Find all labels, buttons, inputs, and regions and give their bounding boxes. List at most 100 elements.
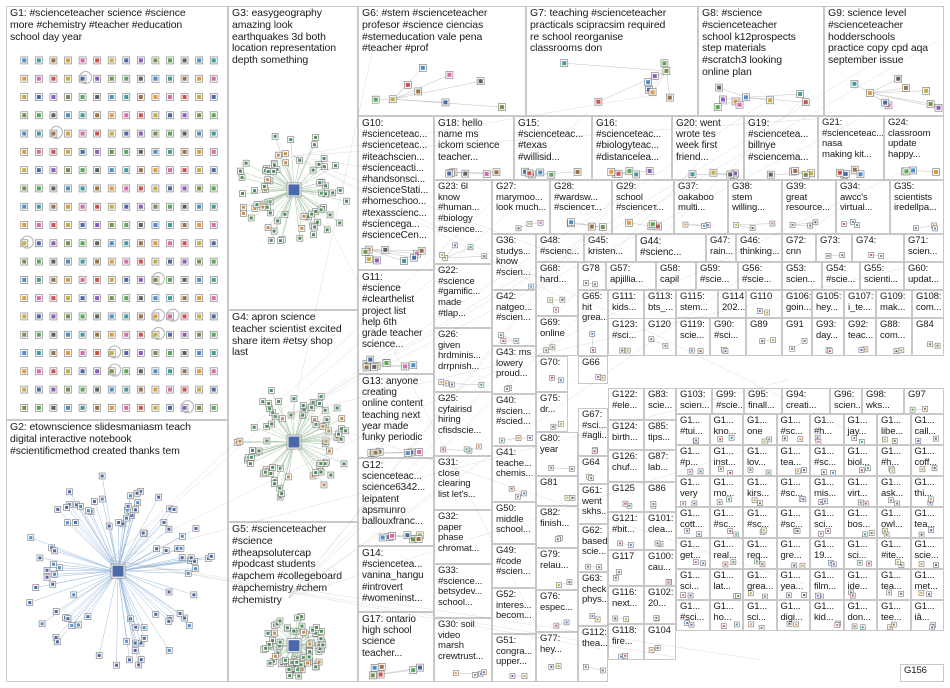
vertex-node (78, 294, 87, 302)
vertex-node (478, 381, 485, 388)
vertex-node (248, 454, 255, 461)
edge (66, 507, 119, 572)
vertex-node (64, 330, 72, 339)
vertex-node (889, 467, 896, 474)
group-graph (888, 465, 896, 474)
vertex-node (195, 239, 203, 248)
edge (293, 189, 301, 239)
vertex-node (388, 95, 397, 104)
edge (293, 418, 342, 443)
vertex-node (409, 666, 418, 674)
group-graph (881, 527, 890, 537)
group-panel-g4: G4: apron science teacher scientist exci… (228, 310, 358, 522)
edge (90, 511, 119, 572)
group-graph (688, 168, 739, 179)
group-graph (783, 291, 812, 318)
group-graph (378, 531, 424, 544)
vertex-node (107, 166, 116, 174)
group-graph (918, 561, 939, 568)
vertex-node (195, 349, 203, 357)
vertex-node (209, 166, 218, 174)
vertex-node (547, 170, 556, 179)
vertex-node (362, 363, 371, 372)
vertex-node (265, 400, 273, 407)
vertex-node (472, 672, 478, 678)
edge (117, 570, 169, 622)
group-panel-g6: G6: #stem #scienceteacher profesor #scie… (358, 6, 526, 116)
vertex-node (93, 93, 101, 101)
vertex-node (726, 470, 733, 475)
group-graph (888, 497, 900, 506)
vertex-node (107, 330, 116, 339)
vertex-node (64, 294, 72, 302)
vertex-node (625, 167, 634, 175)
group-graph (850, 74, 943, 112)
vertex-node (881, 98, 889, 107)
group-panel-g50: G50: middle school... (492, 502, 536, 544)
vertex-node (247, 460, 254, 467)
vertex-node (137, 294, 145, 302)
vertex-node (122, 221, 131, 229)
vertex-node (311, 141, 318, 149)
vertex-node (513, 338, 520, 344)
vertex-node (295, 672, 303, 680)
group-panel-g46: G46: thinking... (736, 234, 782, 262)
group-graph (825, 252, 846, 259)
group-graph (435, 265, 492, 328)
vertex-node (932, 435, 939, 442)
group-graph (692, 559, 706, 567)
edge (117, 509, 136, 572)
vertex-node (32, 584, 40, 591)
vertex-node (556, 582, 562, 588)
vertex-node (151, 367, 160, 376)
vertex-node (165, 647, 173, 654)
vertex-node (759, 561, 766, 568)
vertex-node (287, 136, 295, 143)
group-graph (560, 59, 674, 106)
vertex-node (180, 312, 189, 321)
vertex-node (726, 528, 733, 534)
vertex-node (388, 531, 396, 540)
vertex-node (137, 257, 145, 266)
vertex-node (320, 155, 328, 162)
vertex-node (317, 635, 325, 642)
vertex-node (836, 168, 844, 177)
vertex-node (687, 592, 694, 599)
group-graph (566, 218, 607, 231)
small-group-panel: G1... #sc... (810, 445, 844, 476)
group-graph (648, 645, 661, 653)
vertex-node (36, 554, 44, 562)
vertex-node (43, 566, 51, 574)
group-graph (493, 503, 536, 544)
vertex-node (137, 184, 145, 193)
vertex-node (318, 189, 325, 197)
group-panel-g81: G81 (536, 476, 578, 506)
vertex-node (370, 664, 379, 672)
group-graph (726, 528, 739, 537)
vertex-node (543, 347, 549, 354)
vertex-node (64, 56, 72, 65)
vertex-node (209, 239, 218, 248)
vertex-node (91, 498, 98, 505)
group-panel-g65: G65: hit grea... (578, 290, 608, 356)
vertex-node (270, 227, 278, 235)
vertex-node (64, 404, 72, 412)
group-panel-g107: G107: i_te... (844, 290, 876, 318)
group-graph (583, 663, 606, 674)
vertex-node (733, 222, 739, 228)
group-panel-g126: G126: chuf... (608, 450, 644, 482)
vertex-node (300, 213, 308, 220)
vertex-node (290, 627, 298, 635)
vertex-node (250, 423, 258, 431)
group-graph (537, 235, 584, 262)
vertex-node (166, 294, 174, 302)
edge (368, 249, 405, 262)
vertex-node (317, 393, 325, 400)
vertex-node (49, 184, 58, 193)
group-graph (789, 338, 808, 352)
vertex-node (78, 221, 87, 229)
group-graph (637, 235, 706, 262)
vertex-node (54, 638, 61, 646)
small-group-panel: G1... yea... (776, 569, 810, 600)
group-graph (845, 291, 876, 318)
